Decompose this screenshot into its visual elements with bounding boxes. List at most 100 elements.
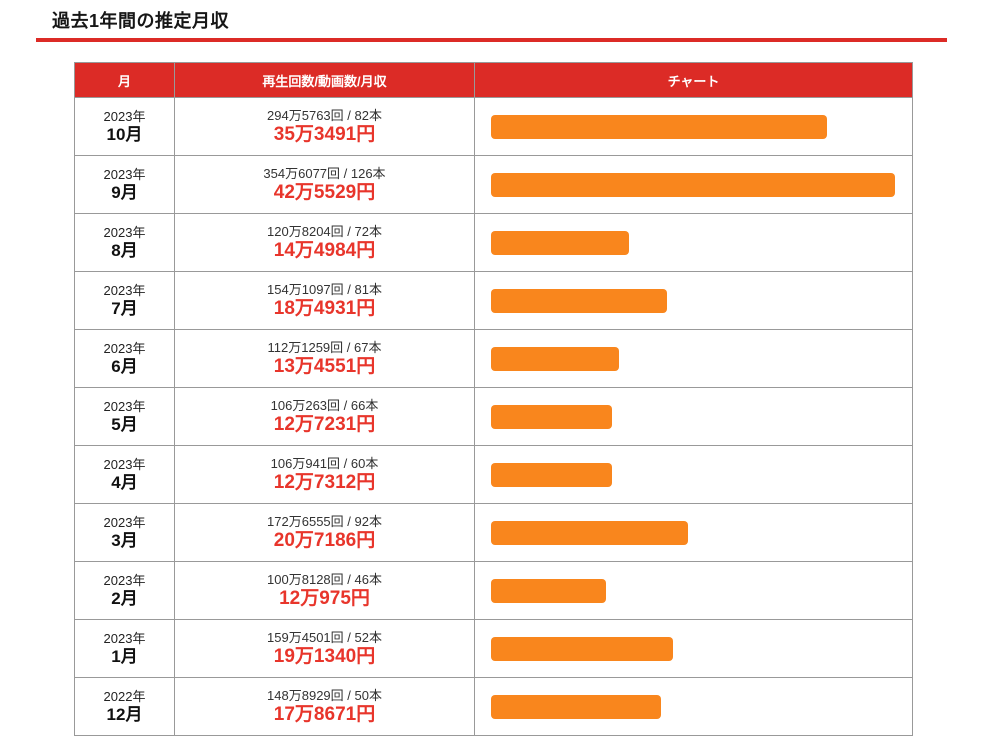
month-label: 7月 [111,299,138,319]
views-videos-label: 294万5763回 / 82本 [267,107,382,123]
chart-cell [474,213,913,272]
views-videos-label: 106万941回 / 60本 [270,455,379,471]
table-row: 2023年 8月 120万8204回 / 72本 14万4984円 [74,213,913,272]
month-cell: 2023年 1月 [74,619,175,678]
income-bar [491,404,612,429]
stats-cell: 148万8929回 / 50本 17万8671円 [174,677,475,736]
income-bar [491,346,619,371]
year-label: 2023年 [103,108,146,124]
month-label: 8月 [111,241,138,261]
month-cell: 2023年 4月 [74,445,175,504]
income-label: 17万8671円 [273,704,376,726]
header-row: 月 再生回数/動画数/月収 チャート [74,62,913,98]
income-bar [491,288,667,313]
views-videos-label: 159万4501回 / 52本 [267,629,382,645]
year-label: 2023年 [103,282,146,298]
chart-cell [474,445,913,504]
income-bar [491,520,688,545]
views-videos-label: 106万263回 / 66本 [270,397,379,413]
views-videos-label: 120万8204回 / 72本 [267,223,382,239]
stats-cell: 106万263回 / 66本 12万7231円 [174,387,475,446]
month-label: 4月 [111,473,138,493]
month-cell: 2023年 3月 [74,503,175,562]
views-videos-label: 154万1097回 / 81本 [267,281,382,297]
income-label: 12万975円 [279,588,370,610]
views-videos-label: 148万8929回 / 50本 [267,687,382,703]
income-bar [491,462,612,487]
stats-cell: 120万8204回 / 72本 14万4984円 [174,213,475,272]
month-label: 1月 [111,647,138,667]
month-label: 2月 [111,589,138,609]
month-cell: 2023年 7月 [74,271,175,330]
income-label: 35万3491円 [273,124,376,146]
income-label: 19万1340円 [273,646,376,668]
stats-cell: 354万6077回 / 126本 42万5529円 [174,155,475,214]
table-row: 2023年 4月 106万941回 / 60本 12万7312円 [74,445,913,504]
year-label: 2023年 [103,630,146,646]
views-videos-label: 354万6077回 / 126本 [263,165,386,181]
month-label: 10月 [106,125,143,145]
table-row: 2023年 6月 112万1259回 / 67本 13万4551円 [74,329,913,388]
stats-cell: 172万6555回 / 92本 20万7186円 [174,503,475,562]
month-label: 3月 [111,531,138,551]
header-stats: 再生回数/動画数/月収 [174,62,475,98]
chart-cell [474,387,913,446]
views-videos-label: 112万1259回 / 67本 [267,339,382,355]
month-cell: 2022年 12月 [74,677,175,736]
chart-cell [474,329,913,388]
chart-cell [474,97,913,156]
stats-cell: 154万1097回 / 81本 18万4931円 [174,271,475,330]
chart-cell [474,271,913,330]
stats-cell: 100万8128回 / 46本 12万975円 [174,561,475,620]
table-row: 2023年 10月 294万5763回 / 82本 35万3491円 [74,97,913,156]
table-row: 2022年 12月 148万8929回 / 50本 17万8671円 [74,677,913,736]
year-label: 2023年 [103,340,146,356]
table-body: 2023年 10月 294万5763回 / 82本 35万3491円 2023年… [74,97,913,736]
income-label: 13万4551円 [273,356,376,378]
chart-cell [474,619,913,678]
income-label: 18万4931円 [273,298,376,320]
page-title: 過去1年間の推定月収 [52,11,230,31]
year-label: 2023年 [103,224,146,240]
year-label: 2023年 [103,456,146,472]
income-label: 42万5529円 [273,182,376,204]
monthly-income-table: 月 再生回数/動画数/月収 チャート 2023年 10月 294万5763回 /… [74,62,913,736]
income-bar [491,114,827,139]
month-cell: 2023年 2月 [74,561,175,620]
income-label: 20万7186円 [273,530,376,552]
title-underline [36,38,947,42]
year-label: 2023年 [103,166,146,182]
month-cell: 2023年 10月 [74,97,175,156]
header-chart: チャート [474,62,913,98]
table-row: 2023年 2月 100万8128回 / 46本 12万975円 [74,561,913,620]
table-row: 2023年 5月 106万263回 / 66本 12万7231円 [74,387,913,446]
stats-cell: 112万1259回 / 67本 13万4551円 [174,329,475,388]
income-bar [491,230,629,255]
year-label: 2023年 [103,398,146,414]
month-label: 9月 [111,183,138,203]
chart-cell [474,503,913,562]
views-videos-label: 172万6555回 / 92本 [267,513,382,529]
year-label: 2023年 [103,572,146,588]
month-label: 5月 [111,415,138,435]
table-row: 2023年 1月 159万4501回 / 52本 19万1340円 [74,619,913,678]
header-month: 月 [74,62,175,98]
month-cell: 2023年 6月 [74,329,175,388]
income-bar [491,636,673,661]
stats-cell: 294万5763回 / 82本 35万3491円 [174,97,475,156]
table-header: 月 再生回数/動画数/月収 チャート [74,62,913,98]
income-label: 12万7231円 [273,414,376,436]
table-row: 2023年 3月 172万6555回 / 92本 20万7186円 [74,503,913,562]
table-row: 2023年 9月 354万6077回 / 126本 42万5529円 [74,155,913,214]
income-bar [491,694,661,719]
income-bar [491,578,606,603]
month-cell: 2023年 5月 [74,387,175,446]
income-label: 12万7312円 [273,472,376,494]
year-label: 2023年 [103,514,146,530]
month-cell: 2023年 9月 [74,155,175,214]
table-row: 2023年 7月 154万1097回 / 81本 18万4931円 [74,271,913,330]
stats-cell: 106万941回 / 60本 12万7312円 [174,445,475,504]
month-cell: 2023年 8月 [74,213,175,272]
month-label: 12月 [106,705,143,725]
